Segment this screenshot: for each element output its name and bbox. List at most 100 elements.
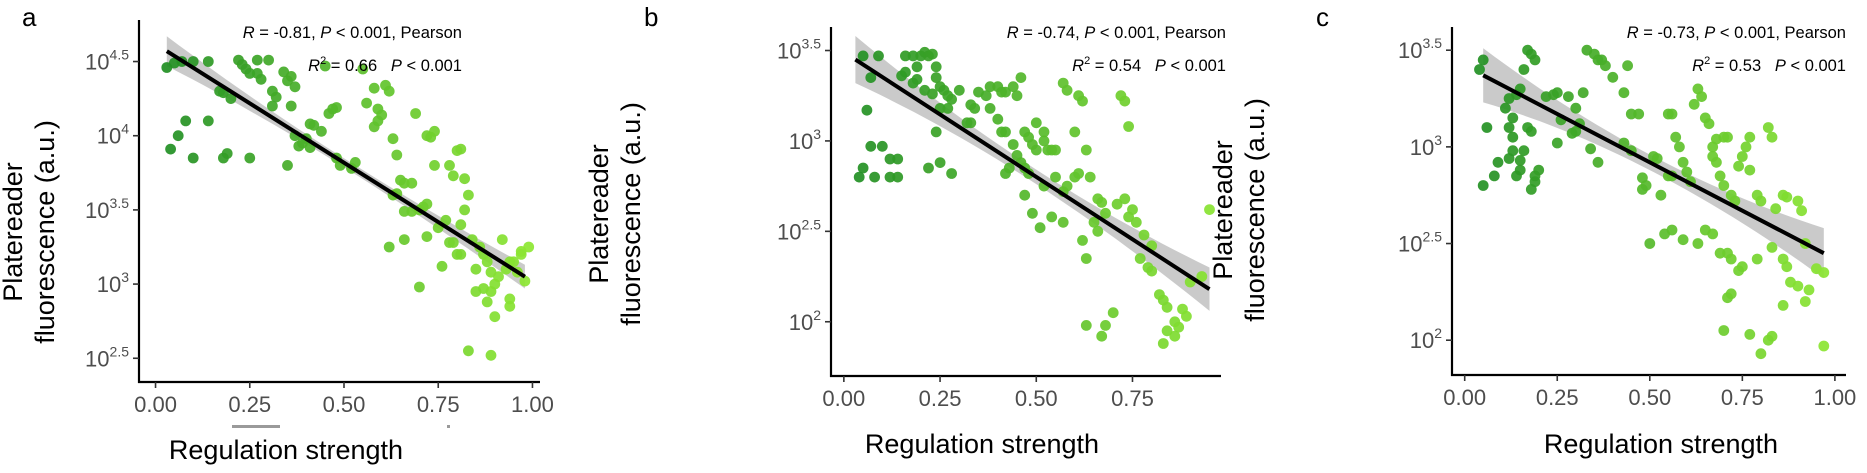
y-axis-title-line1: Platereader: [0, 162, 28, 302]
y-tick-exponent: 4: [121, 121, 129, 137]
points-layer: [1474, 44, 1830, 360]
data-point: [429, 125, 440, 137]
data-point: [1069, 126, 1081, 138]
data-point: [244, 68, 256, 79]
data-point: [1525, 125, 1537, 137]
x-tick-label: 0.00: [1443, 385, 1486, 410]
data-point: [410, 108, 421, 119]
data-point: [876, 140, 888, 152]
data-point: [406, 177, 418, 189]
data-point: [1674, 141, 1685, 153]
y-tick-base: 10: [1398, 38, 1422, 63]
data-point: [1181, 310, 1192, 322]
data-point: [927, 48, 938, 60]
x-tick-label: 1.00: [511, 392, 554, 417]
data-point: [1792, 280, 1804, 292]
data-point: [1019, 189, 1031, 201]
data-point: [1507, 145, 1519, 157]
regression-line-layer: [854, 57, 1211, 291]
data-point: [1551, 87, 1563, 99]
data-point: [930, 72, 942, 83]
data-point: [1111, 198, 1123, 210]
data-point: [1696, 91, 1707, 102]
data-point: [282, 160, 293, 171]
data-point: [969, 103, 981, 114]
data-point: [1651, 153, 1663, 164]
data-point: [1477, 180, 1489, 191]
data-point: [884, 171, 896, 183]
data-point: [165, 143, 177, 155]
data-point: [1050, 144, 1061, 156]
data-point: [455, 219, 467, 231]
data-point: [1640, 180, 1652, 191]
data-point: [1744, 329, 1756, 340]
data-point: [857, 50, 869, 62]
data-point: [508, 256, 519, 268]
data-point: [172, 130, 184, 142]
data-point: [1607, 71, 1619, 83]
stat-annotation: R = -0.74, P < 0.001, Pearson R2 = 0.54 …: [1007, 24, 1226, 75]
data-point: [1130, 216, 1142, 228]
data-point: [1744, 164, 1756, 176]
data-point: [1792, 195, 1804, 207]
data-point: [1000, 86, 1011, 98]
data-point: [1100, 207, 1111, 219]
y-tick-base: 10: [1410, 135, 1434, 160]
data-point: [1533, 164, 1545, 176]
data-point: [1703, 118, 1715, 130]
stat-line-r-squared: R2 = 0.53 P < 0.001: [1692, 55, 1846, 75]
x-tick-label: 0.00: [822, 386, 865, 411]
stat-line-correlation: R = -0.74, P < 0.001, Pearson: [1007, 24, 1226, 42]
data-point: [485, 349, 497, 361]
data-point: [1718, 325, 1730, 336]
data-point: [1799, 296, 1811, 307]
y-tick-exponent: 3.5: [110, 195, 130, 211]
data-point: [911, 61, 923, 73]
data-point: [1529, 54, 1541, 66]
data-point: [455, 249, 467, 260]
x-tick-label: 0.25: [228, 392, 271, 417]
y-tick-label: 102.5: [1398, 229, 1442, 257]
data-point: [1046, 211, 1058, 223]
x-tick-label: 0.00: [134, 392, 177, 417]
x-axis-title: Regulation strength: [169, 435, 403, 465]
data-point: [1492, 156, 1504, 168]
data-point: [383, 241, 395, 253]
data-point: [1733, 160, 1744, 172]
data-point: [1138, 229, 1150, 241]
data-point: [1080, 320, 1092, 331]
data-point: [244, 152, 256, 164]
data-point: [1585, 143, 1596, 155]
data-point: [357, 63, 369, 75]
data-point: [447, 170, 459, 182]
data-point: [1518, 145, 1530, 157]
data-point: [861, 104, 873, 116]
y-tick-label: 104: [97, 121, 129, 149]
data-point: [1161, 301, 1173, 313]
y-tick-label: 103: [1410, 132, 1442, 160]
data-point: [504, 300, 516, 312]
stat-annotation: R = -0.73, P < 0.001, Pearson R2 = 0.53 …: [1627, 24, 1846, 75]
data-point: [1744, 131, 1756, 143]
data-point: [873, 50, 884, 62]
y-tick-exponent: 3: [121, 269, 129, 285]
data-point: [180, 115, 192, 127]
data-point: [1781, 191, 1793, 203]
data-point: [1777, 300, 1789, 311]
data-point: [1736, 151, 1748, 162]
data-point: [1525, 184, 1537, 195]
data-point: [463, 345, 474, 357]
data-point: [892, 153, 904, 165]
data-point: [459, 204, 470, 216]
data-point: [519, 275, 531, 287]
data-point: [1000, 126, 1011, 138]
data-point: [1061, 84, 1073, 96]
data-point: [1518, 64, 1530, 75]
data-point: [1770, 203, 1782, 215]
y-tick-base: 10: [1398, 232, 1422, 257]
data-point: [1077, 95, 1088, 107]
data-point: [1818, 340, 1830, 352]
